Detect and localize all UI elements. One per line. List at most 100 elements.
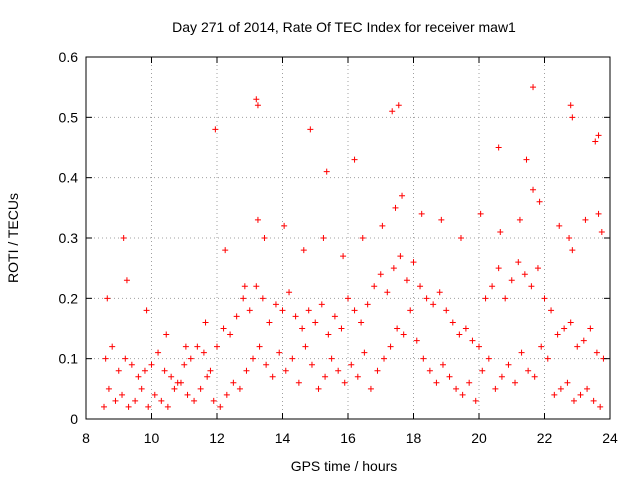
data-point (305, 307, 312, 314)
data-point (341, 379, 348, 386)
data-point (266, 319, 273, 326)
data-point (515, 259, 522, 266)
data-point (417, 283, 424, 290)
data-point (472, 397, 479, 404)
data-point (348, 361, 355, 368)
data-point (214, 343, 220, 350)
data-point (325, 331, 332, 338)
data-point (561, 325, 568, 332)
data-point (387, 343, 394, 350)
data-point (184, 391, 191, 398)
data-point (358, 319, 365, 326)
data-point (328, 355, 335, 362)
data-point (530, 186, 537, 193)
data-point (528, 283, 535, 290)
data-point (300, 247, 307, 254)
data-point (197, 385, 204, 392)
data-point (281, 222, 288, 229)
data-point (318, 301, 325, 308)
data-point (240, 295, 247, 302)
data-point (220, 325, 227, 332)
y-axis-label: ROTI / TECUs (5, 193, 21, 283)
data-point (210, 397, 217, 404)
data-point (367, 385, 374, 392)
x-tick-label: 18 (406, 430, 422, 446)
data-point (161, 367, 168, 374)
data-point (302, 343, 309, 350)
data-point (569, 247, 576, 254)
data-point (479, 367, 486, 374)
data-point (155, 349, 162, 356)
data-point (194, 343, 201, 350)
data-point (489, 283, 496, 290)
data-point (105, 385, 112, 392)
data-point (413, 337, 420, 344)
data-point (361, 349, 368, 356)
data-point (123, 277, 130, 284)
data-point (531, 373, 538, 380)
data-point (446, 373, 453, 380)
data-point (567, 319, 574, 326)
data-point (395, 102, 402, 109)
data-point (570, 397, 577, 404)
data-point (371, 283, 378, 290)
data-point (495, 144, 502, 151)
data-point (141, 367, 148, 374)
data-point (399, 192, 406, 199)
data-point (217, 403, 224, 410)
data-point (394, 325, 401, 332)
data-point (466, 379, 473, 386)
data-point (223, 391, 230, 398)
y-tick-label: 0.6 (59, 49, 79, 65)
data-point (307, 126, 314, 133)
data-point (148, 361, 155, 368)
axis-ticks: 8 10 12 14 16 18 20 22 24 0 0.1 0.2 0.3 0.4 0.5 0.6 (59, 49, 618, 446)
data-point (377, 271, 384, 278)
data-point (449, 319, 456, 326)
data-point (269, 373, 276, 380)
data-point (389, 108, 396, 115)
data-point (477, 210, 484, 217)
data-point (345, 295, 351, 302)
y-tick-label: 0.3 (59, 230, 79, 246)
data-point (112, 397, 119, 404)
data-point (557, 385, 564, 392)
data-point (516, 216, 523, 223)
data-point (420, 355, 427, 362)
x-tick-label: 10 (144, 430, 160, 446)
data-point (577, 391, 584, 398)
data-point (580, 337, 587, 344)
data-point (164, 403, 171, 410)
data-point (459, 391, 466, 398)
data-point (322, 373, 329, 380)
data-point (456, 331, 463, 338)
data-point (259, 295, 266, 302)
data-point (171, 385, 178, 392)
data-point (403, 277, 410, 284)
data-point (538, 343, 545, 350)
data-point (243, 367, 250, 374)
data-point (439, 361, 446, 368)
data-point (400, 331, 407, 338)
data-point (261, 235, 268, 241)
data-point (556, 222, 563, 229)
data-point (410, 259, 417, 266)
y-tick-label: 0.2 (59, 290, 79, 306)
data-point (253, 96, 260, 103)
data-point (109, 343, 116, 350)
data-point (241, 283, 248, 290)
data-point (135, 373, 142, 380)
data-point (392, 204, 399, 211)
x-axis-label: GPS time / hours (291, 458, 398, 474)
data-point (541, 295, 548, 302)
data-point (104, 295, 111, 302)
data-point (222, 247, 229, 254)
data-point (236, 385, 243, 392)
y-tick-label: 0.4 (59, 170, 79, 186)
data-point (151, 391, 158, 398)
data-point (502, 295, 509, 302)
data-point (598, 228, 605, 235)
data-point (390, 265, 397, 272)
data-point (554, 331, 561, 338)
